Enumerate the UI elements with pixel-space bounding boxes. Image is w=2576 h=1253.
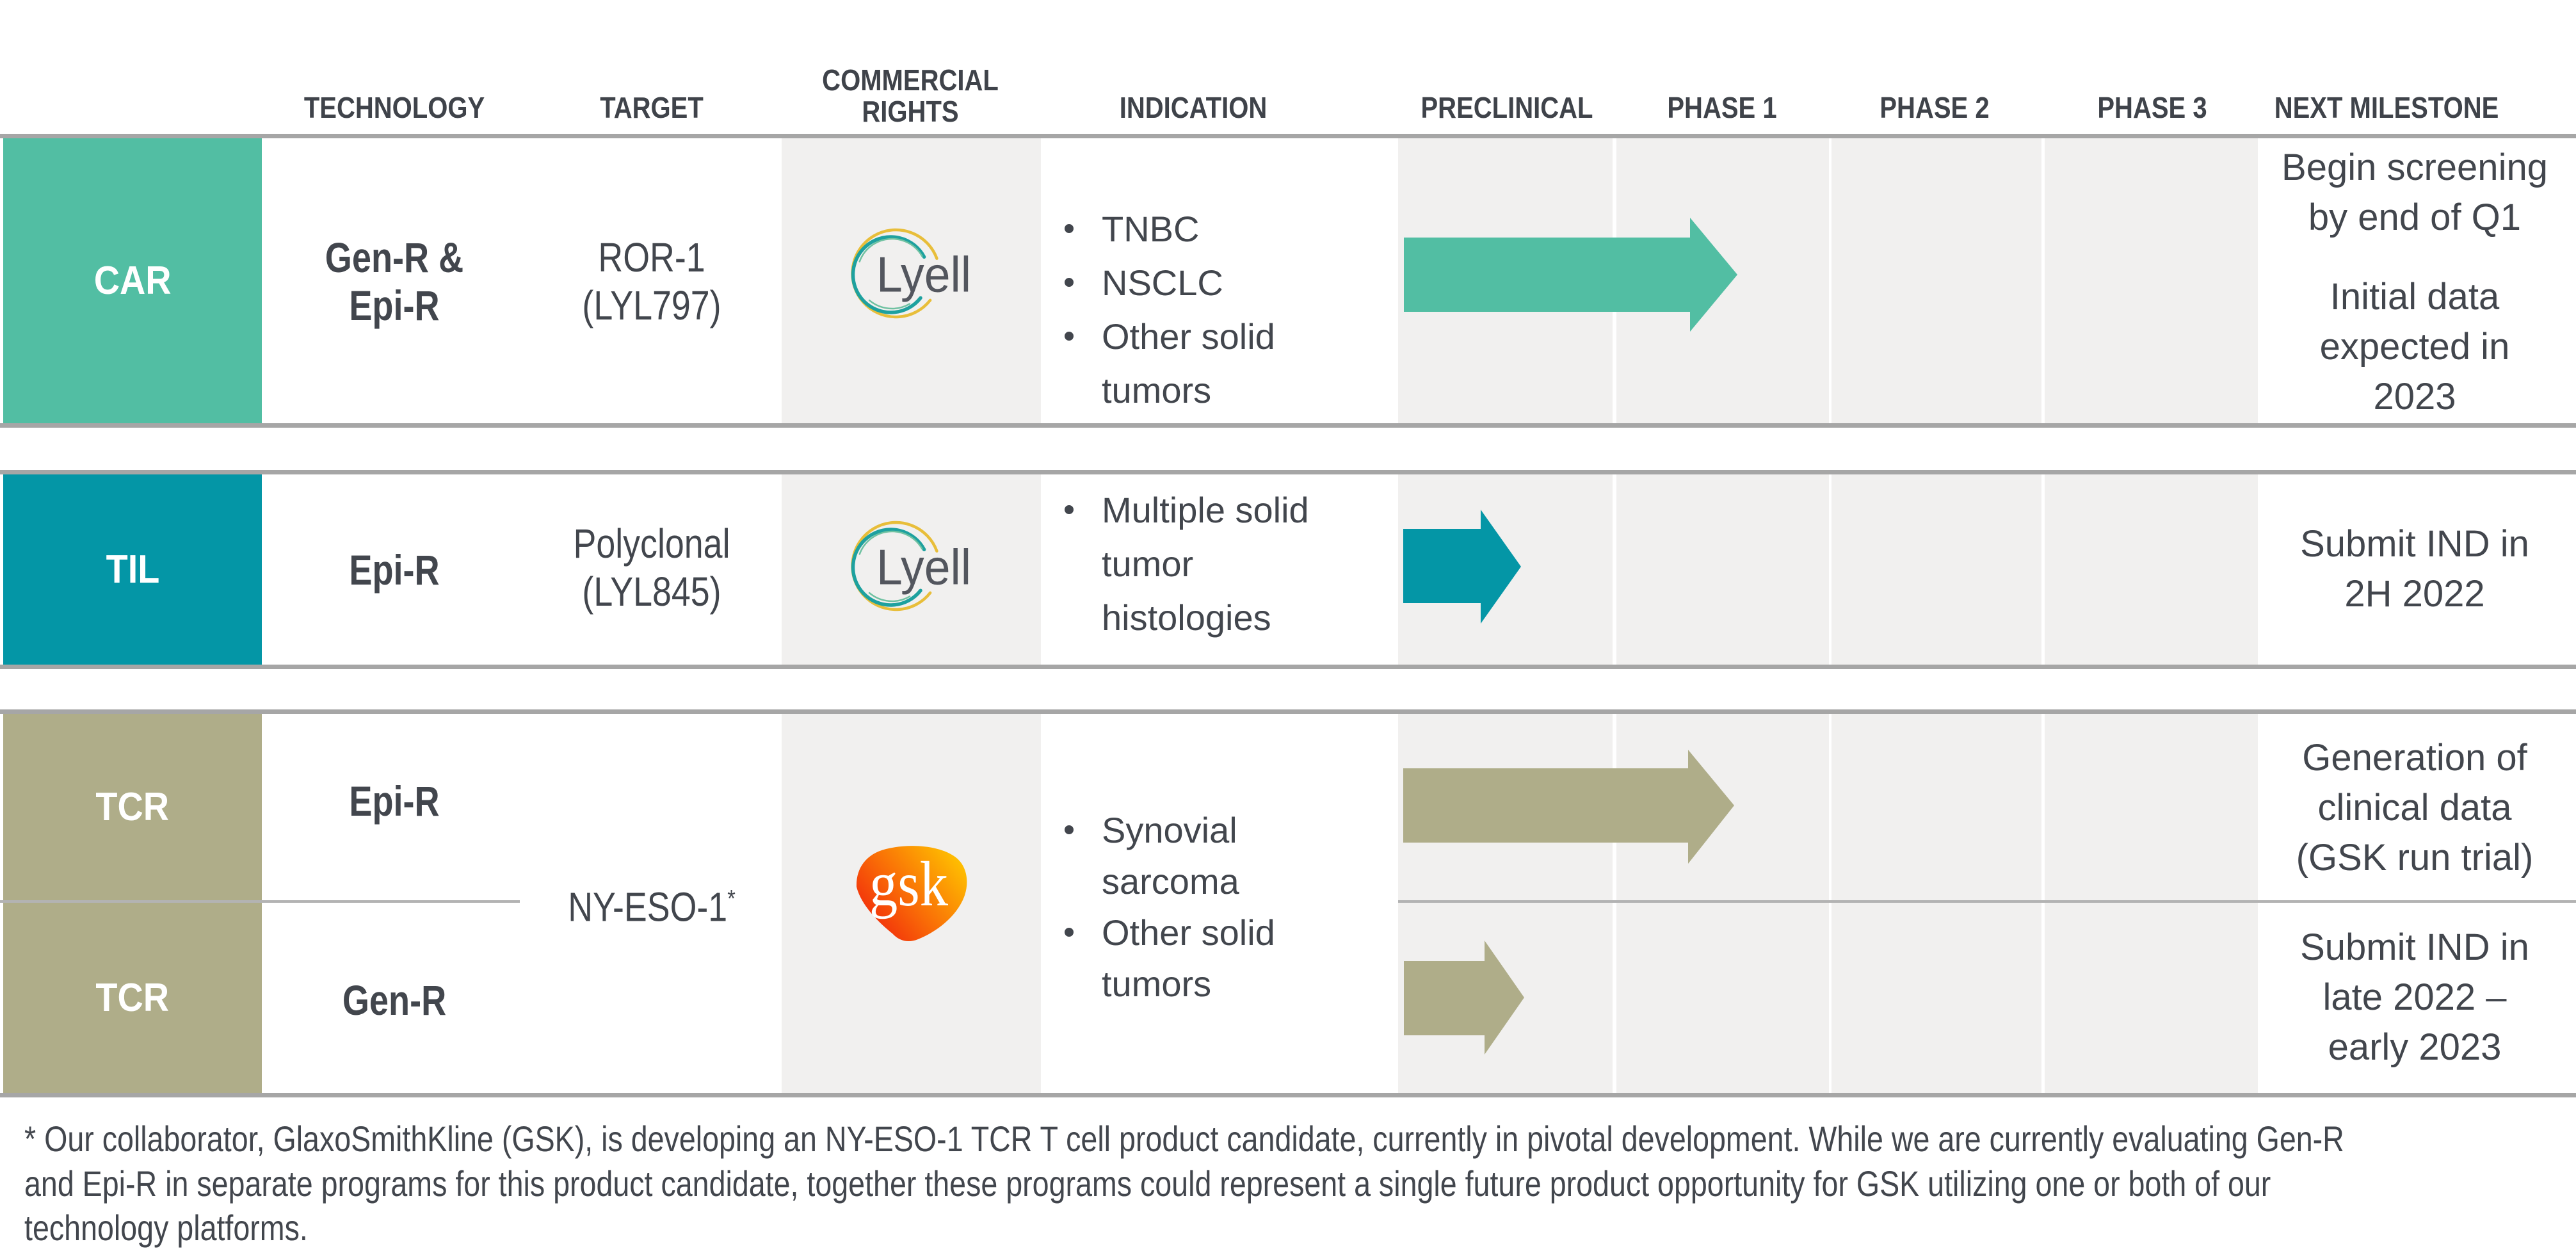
svg-text:gsk: gsk	[869, 848, 948, 919]
